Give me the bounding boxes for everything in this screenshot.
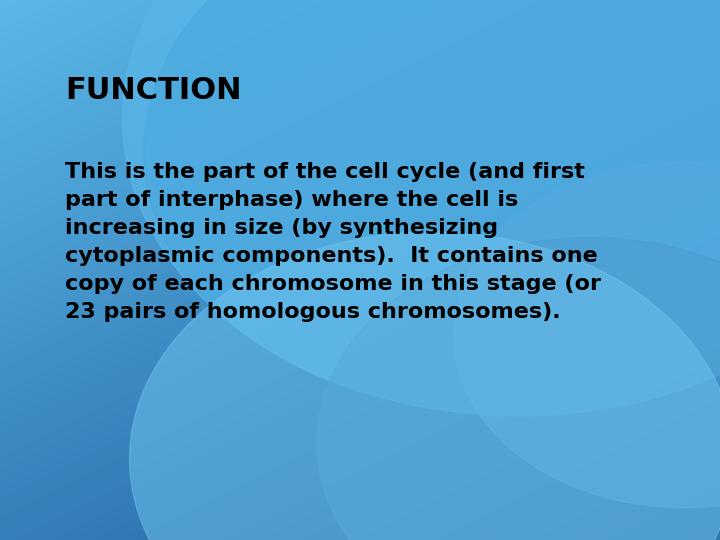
Polygon shape	[454, 162, 720, 508]
Text: FUNCTION: FUNCTION	[65, 76, 241, 105]
Polygon shape	[144, 0, 720, 410]
Text: This is the part of the cell cycle (and first
part of interphase) where the cell: This is the part of the cell cycle (and …	[65, 162, 600, 322]
Polygon shape	[317, 238, 720, 540]
Polygon shape	[130, 232, 720, 540]
Polygon shape	[122, 0, 720, 416]
